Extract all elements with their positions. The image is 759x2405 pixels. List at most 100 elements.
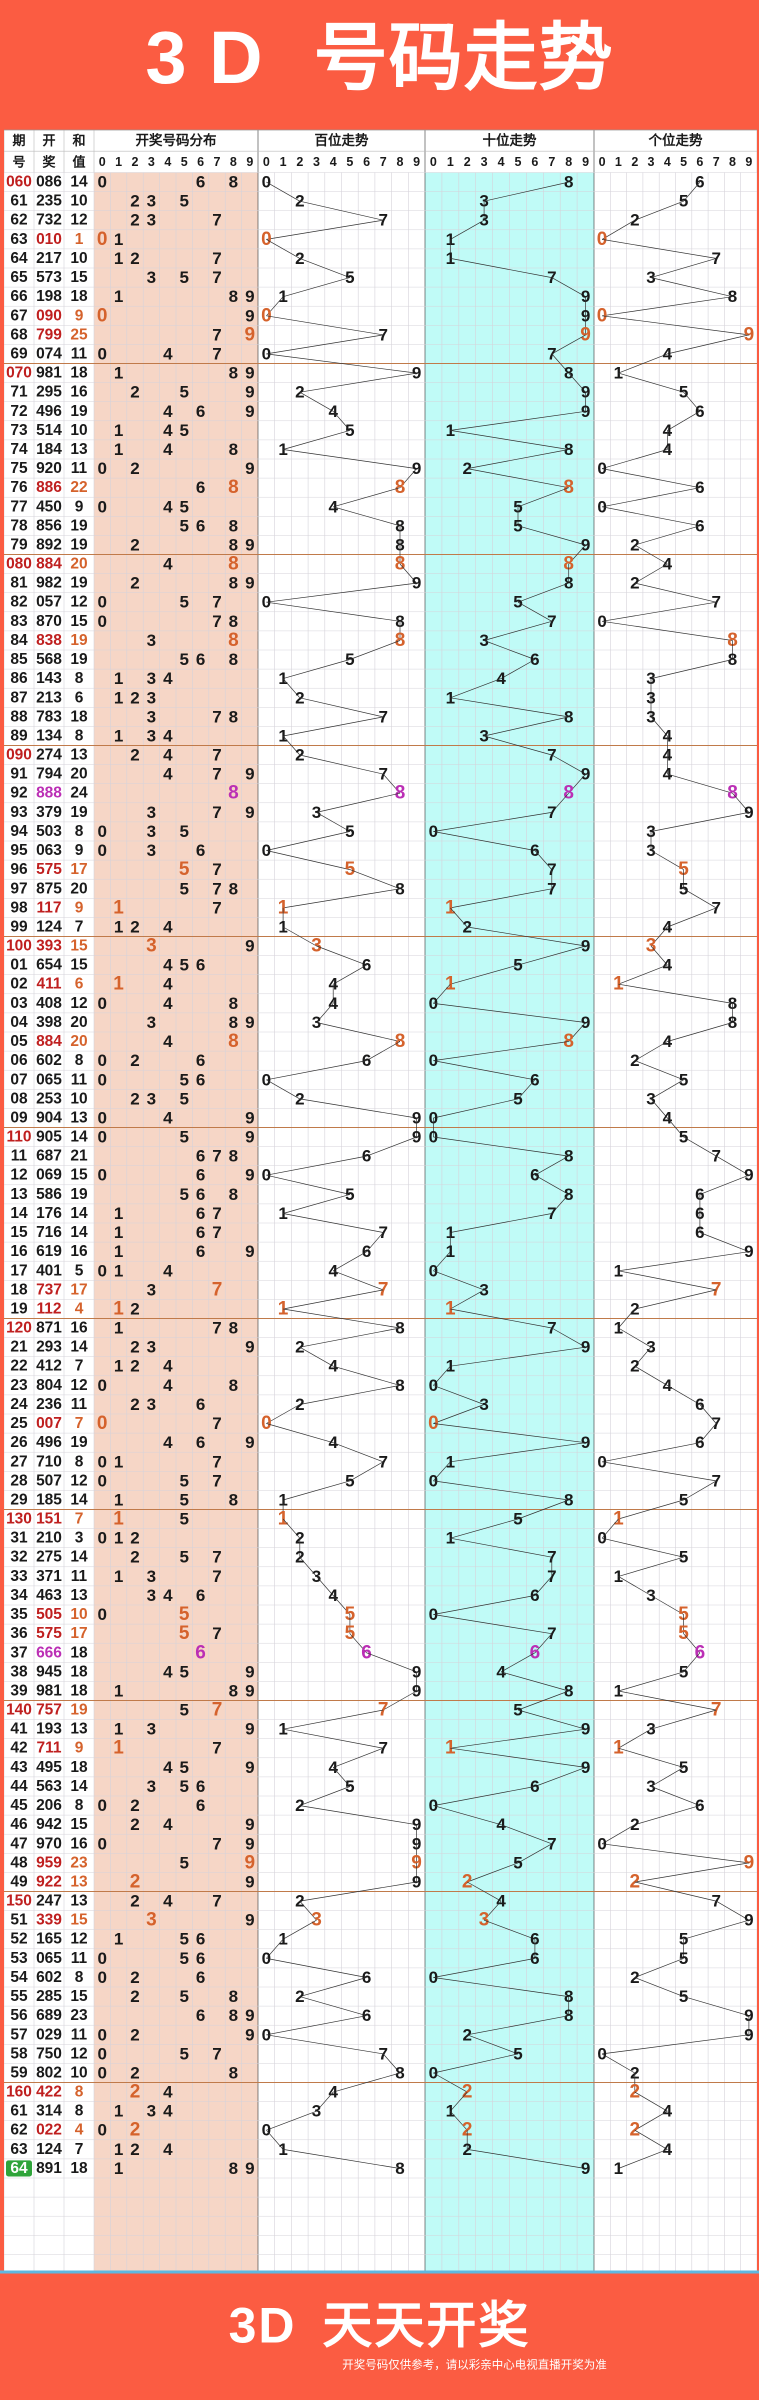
svg-text:4: 4 [663,956,673,975]
svg-text:0: 0 [97,1529,106,1548]
svg-text:54: 54 [10,1969,28,1986]
svg-text:247: 247 [36,1893,62,1910]
svg-text:7: 7 [212,860,221,879]
svg-text:7: 7 [212,803,221,822]
svg-text:8: 8 [229,1376,238,1395]
svg-text:13: 13 [10,1186,28,1203]
svg-text:3: 3 [148,155,155,169]
svg-text:6: 6 [196,1147,205,1166]
svg-text:22: 22 [70,479,87,496]
svg-text:9: 9 [245,1758,254,1777]
svg-text:13: 13 [70,1721,88,1738]
svg-text:184: 184 [36,441,62,458]
svg-text:6: 6 [196,1185,205,1204]
svg-text:870: 870 [36,613,62,630]
svg-text:8: 8 [75,1969,84,1986]
svg-text:0: 0 [97,1968,106,1987]
svg-text:422: 422 [36,2084,62,2101]
svg-text:7: 7 [212,1834,221,1853]
svg-text:0: 0 [97,1261,106,1280]
svg-text:1: 1 [114,230,123,249]
svg-text:3: 3 [146,936,157,957]
svg-text:9: 9 [75,498,84,515]
svg-text:16: 16 [70,1835,88,1852]
svg-text:0: 0 [97,1605,106,1624]
svg-text:8: 8 [228,1031,239,1052]
svg-text:069: 069 [36,1167,62,1184]
svg-text:4: 4 [163,1892,173,1911]
svg-text:19: 19 [10,1301,28,1318]
svg-text:4: 4 [163,1433,173,1452]
svg-text:210: 210 [36,1530,62,1547]
svg-text:奖: 奖 [42,154,56,169]
svg-text:1: 1 [447,155,454,169]
svg-text:16: 16 [70,384,88,401]
svg-text:7: 7 [212,707,221,726]
svg-text:91: 91 [10,766,28,783]
svg-text:22: 22 [10,1358,27,1375]
svg-text:45: 45 [10,1797,28,1814]
svg-text:20: 20 [70,880,87,897]
svg-text:8: 8 [228,630,239,651]
svg-text:期: 期 [12,133,25,148]
svg-text:575: 575 [36,861,62,878]
svg-text:56: 56 [10,2007,28,2024]
svg-text:3: 3 [147,1280,156,1299]
svg-text:8: 8 [229,2159,238,2178]
svg-text:1: 1 [280,155,287,169]
svg-text:2: 2 [130,2064,139,2083]
svg-text:8: 8 [229,612,238,631]
svg-text:7: 7 [75,2141,84,2158]
svg-text:1: 1 [114,364,123,383]
svg-text:7: 7 [212,1739,221,1758]
svg-text:5: 5 [680,155,687,169]
svg-text:8: 8 [229,879,238,898]
svg-text:62: 62 [10,212,27,229]
svg-text:4: 4 [163,344,173,363]
svg-text:2: 2 [130,746,139,765]
svg-text:2: 2 [130,383,139,402]
svg-text:6: 6 [196,841,205,860]
svg-text:982: 982 [36,575,62,592]
svg-text:236: 236 [36,1396,62,1413]
svg-text:1: 1 [114,1204,123,1223]
svg-text:99: 99 [10,919,28,936]
svg-text:68: 68 [10,326,28,343]
svg-text:185: 185 [36,1492,62,1509]
svg-text:112: 112 [36,1301,61,1318]
svg-text:514: 514 [36,422,62,439]
svg-text:0: 0 [97,2064,106,2083]
svg-text:4: 4 [663,1032,673,1051]
svg-text:4: 4 [163,1357,173,1376]
svg-text:5: 5 [179,1758,188,1777]
svg-text:737: 737 [36,1281,62,1298]
svg-text:83: 83 [10,613,28,630]
svg-text:96: 96 [10,861,28,878]
svg-text:4: 4 [328,2083,338,2102]
svg-text:5: 5 [179,1930,188,1949]
svg-text:3: 3 [147,841,156,860]
svg-text:5: 5 [179,1185,188,1204]
svg-text:922: 922 [36,1874,62,1891]
svg-text:11: 11 [71,2026,88,2043]
svg-text:2: 2 [130,1968,139,1987]
svg-text:0: 0 [97,2025,106,2044]
svg-text:1: 1 [114,1452,123,1471]
svg-text:619: 619 [36,1243,62,1260]
svg-text:8: 8 [229,2064,238,2083]
svg-text:856: 856 [36,517,62,534]
svg-text:8: 8 [729,155,736,169]
svg-text:213: 213 [36,689,62,706]
svg-text:8: 8 [228,554,239,575]
svg-text:4: 4 [163,765,173,784]
svg-text:3: 3 [313,155,320,169]
svg-text:794: 794 [36,766,62,783]
svg-text:19: 19 [70,575,88,592]
svg-text:4: 4 [328,994,338,1013]
svg-text:27: 27 [10,1453,27,1470]
svg-text:2: 2 [130,459,139,478]
svg-text:2: 2 [130,1089,139,1108]
svg-text:3: 3 [75,1530,84,1547]
svg-text:120: 120 [6,1320,32,1337]
svg-text:5: 5 [181,155,188,169]
